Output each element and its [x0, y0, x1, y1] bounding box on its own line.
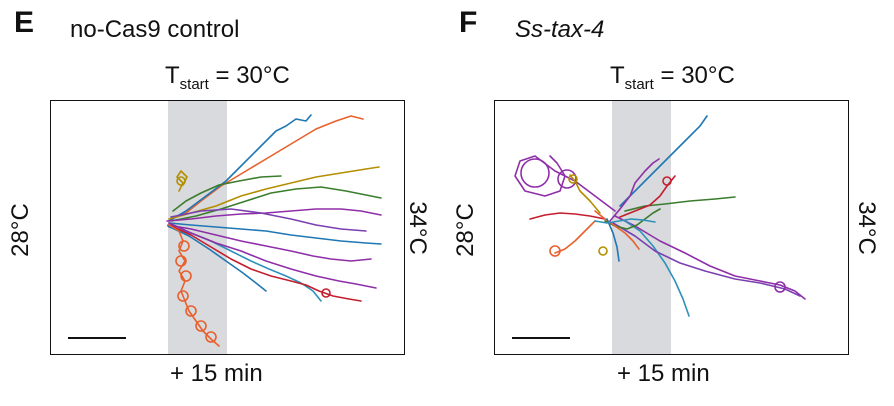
panel-title: Ss-tax-4 — [515, 16, 605, 43]
worm-track — [170, 186, 382, 222]
track-loop — [175, 255, 187, 267]
worm-track — [168, 222, 382, 245]
start-temperature-label: Tstart = 30°C — [165, 62, 290, 93]
right-temperature-label: 34°C — [403, 201, 431, 255]
track-plot — [494, 100, 849, 355]
track-loop — [177, 290, 189, 302]
track-plot — [50, 100, 405, 355]
worm-track — [166, 208, 382, 222]
worm-track — [609, 158, 660, 222]
worm-track — [168, 222, 377, 289]
track-loop — [520, 158, 550, 188]
track-loop — [321, 288, 331, 298]
worm-track — [529, 212, 606, 220]
start-temperature-symbol: T — [610, 62, 625, 89]
worm-track — [167, 224, 372, 262]
worm-track — [594, 218, 656, 224]
right-temperature-label: 34°C — [852, 201, 880, 255]
start-temperature-subscript: start — [179, 75, 209, 93]
worm-track — [614, 215, 806, 300]
worm-track — [167, 225, 267, 292]
track-loop — [774, 281, 786, 293]
panel-letter: E — [14, 6, 35, 39]
worm-track — [619, 115, 708, 207]
track-loop — [178, 240, 190, 252]
scale-bar — [68, 336, 126, 339]
panel-f: F Ss-tax-4 Tstart = 30°C 28°C — [447, 0, 894, 406]
track-loop — [568, 174, 578, 184]
track-loop — [557, 169, 577, 189]
track-loop — [662, 176, 672, 186]
worm-tracks-svg — [514, 115, 806, 317]
track-loop — [176, 176, 186, 186]
start-temperature-value: = 30°C — [208, 62, 290, 89]
start-temperature-subscript: start — [624, 75, 654, 93]
left-temperature-label: 28°C — [6, 203, 34, 257]
worm-track — [170, 115, 364, 220]
worm-track — [606, 218, 620, 262]
worm-track — [170, 208, 367, 232]
worm-track — [168, 114, 312, 222]
duration-label: + 15 min — [170, 360, 263, 387]
panel-e: E no-Cas9 control Tstart = 30°C 28°C — [6, 6, 431, 387]
scale-bar — [512, 336, 570, 339]
worm-track — [168, 224, 362, 302]
worm-track — [624, 220, 690, 317]
track-loop — [180, 270, 192, 282]
duration-label: + 15 min — [617, 360, 710, 387]
worm-track — [514, 155, 616, 212]
start-temperature-value: = 30°C — [653, 62, 735, 89]
track-loop — [205, 331, 217, 343]
track-loop — [185, 305, 197, 317]
worm-track — [594, 210, 640, 250]
panel-title: no-Cas9 control — [70, 16, 240, 43]
start-temperature-label: Tstart = 30°C — [610, 62, 735, 93]
worm-track — [624, 196, 736, 212]
track-loop — [598, 246, 608, 256]
left-temperature-label: 28°C — [451, 203, 479, 257]
worm-track — [612, 222, 801, 297]
start-temperature-symbol: T — [165, 62, 180, 89]
track-loop — [195, 320, 207, 332]
worm-tracks-svg — [166, 114, 382, 347]
worm-track — [168, 224, 220, 347]
worm-track — [554, 220, 596, 254]
worm-track — [172, 175, 282, 212]
worm-track — [168, 166, 380, 220]
track-loop — [549, 245, 561, 257]
panel-letter: F — [459, 6, 478, 39]
worm-track — [569, 174, 601, 214]
